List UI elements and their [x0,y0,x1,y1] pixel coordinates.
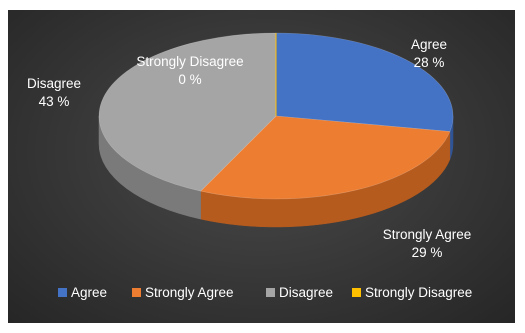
chart-area: Agree 28 % Strongly Agree 29 % Disagree 43 % S… [8,10,515,323]
legend-label-strongly-agree: Strongly Agree [145,285,234,300]
data-label-name-disagree: Disagree [27,76,81,91]
data-label-name-strongly-agree: Strongly Agree [383,227,472,242]
data-labels: Agree 28 % Strongly Agree 29 % Disagree 43 % S… [27,37,471,260]
legend-swatch-strongly-agree [132,288,141,297]
legend-swatch-agree [58,288,67,297]
legend-label-disagree: Disagree [279,285,333,300]
data-label-value-agree: 28 % [414,55,445,70]
pie-slices [98,32,454,200]
data-label-value-disagree: 43 % [39,94,70,109]
data-label-name-strongly-disagree: Strongly Disagree [136,54,243,69]
data-label-value-strongly-agree: 29 % [412,245,443,260]
legend-swatch-disagree [266,288,275,297]
data-label-name-agree: Agree [411,37,447,52]
legend-label-strongly-disagree: Strongly Disagree [365,285,472,300]
slice-agree [275,32,454,132]
data-label-value-strongly-disagree: 0 % [178,72,201,87]
slice-disagree [98,32,277,192]
pie-chart: Agree 28 % Strongly Agree 29 % Disagree 43 % S… [27,32,472,300]
slice-strongly-agree [200,115,451,200]
legend-swatch-strongly-disagree [352,288,361,297]
legend: Agree Strongly Agree Disagree Strongly Disa… [58,285,472,300]
legend-label-agree: Agree [71,285,107,300]
